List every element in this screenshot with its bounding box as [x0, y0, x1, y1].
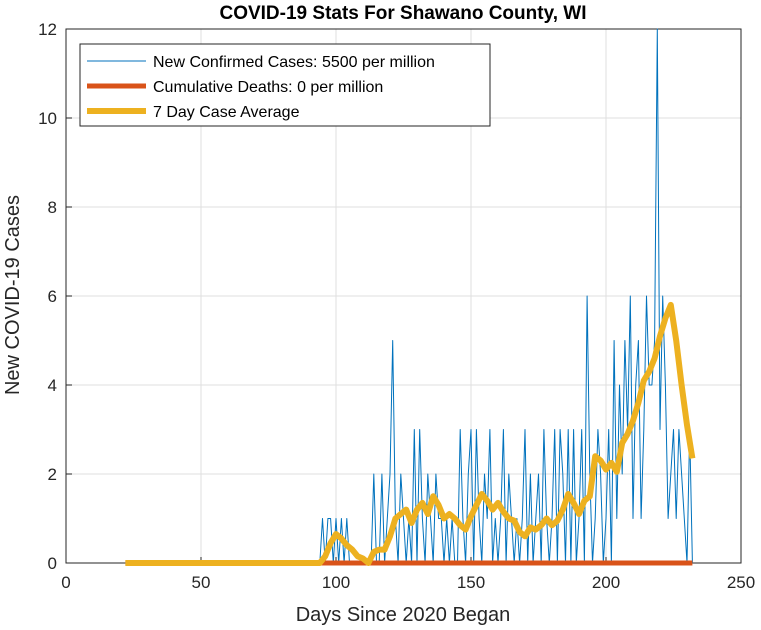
y-tick-label: 4: [48, 376, 57, 395]
x-tick-label: 200: [592, 573, 620, 592]
y-tick-label: 8: [48, 198, 57, 217]
y-tick-label: 2: [48, 465, 57, 484]
x-tick-label: 50: [192, 573, 211, 592]
y-tick-label: 0: [48, 554, 57, 573]
y-tick-label: 10: [38, 109, 57, 128]
x-tick-label: 0: [61, 573, 70, 592]
series-line-3: [125, 301, 696, 566]
x-tick-label: 100: [322, 573, 350, 592]
y-tick-label: 6: [48, 287, 57, 306]
y-axis-label: New COVID-19 Cases: [2, 195, 24, 395]
legend-entry-3: 7 Day Case Average: [153, 104, 300, 121]
x-axis-label: Days Since 2020 Began: [296, 604, 511, 626]
legend: New Confirmed Cases: 5500 per million Cum…: [79, 43, 491, 127]
legend-box: [79, 43, 491, 127]
x-tick-label: 250: [727, 573, 755, 592]
x-tick-label: 150: [457, 573, 485, 592]
axis-ticks: 0 50 100 150 200 250 0 2 4 6 8 10 12: [38, 20, 755, 592]
legend-entry-1: New Confirmed Cases: 5500 per million: [153, 54, 435, 71]
series-layer: [125, 28, 696, 566]
chart-title: COVID-19 Stats For Shawano County, WI: [219, 3, 586, 24]
y-tick-label: 12: [38, 20, 57, 39]
legend-entry-2: Cumulative Deaths: 0 per million: [153, 79, 383, 96]
